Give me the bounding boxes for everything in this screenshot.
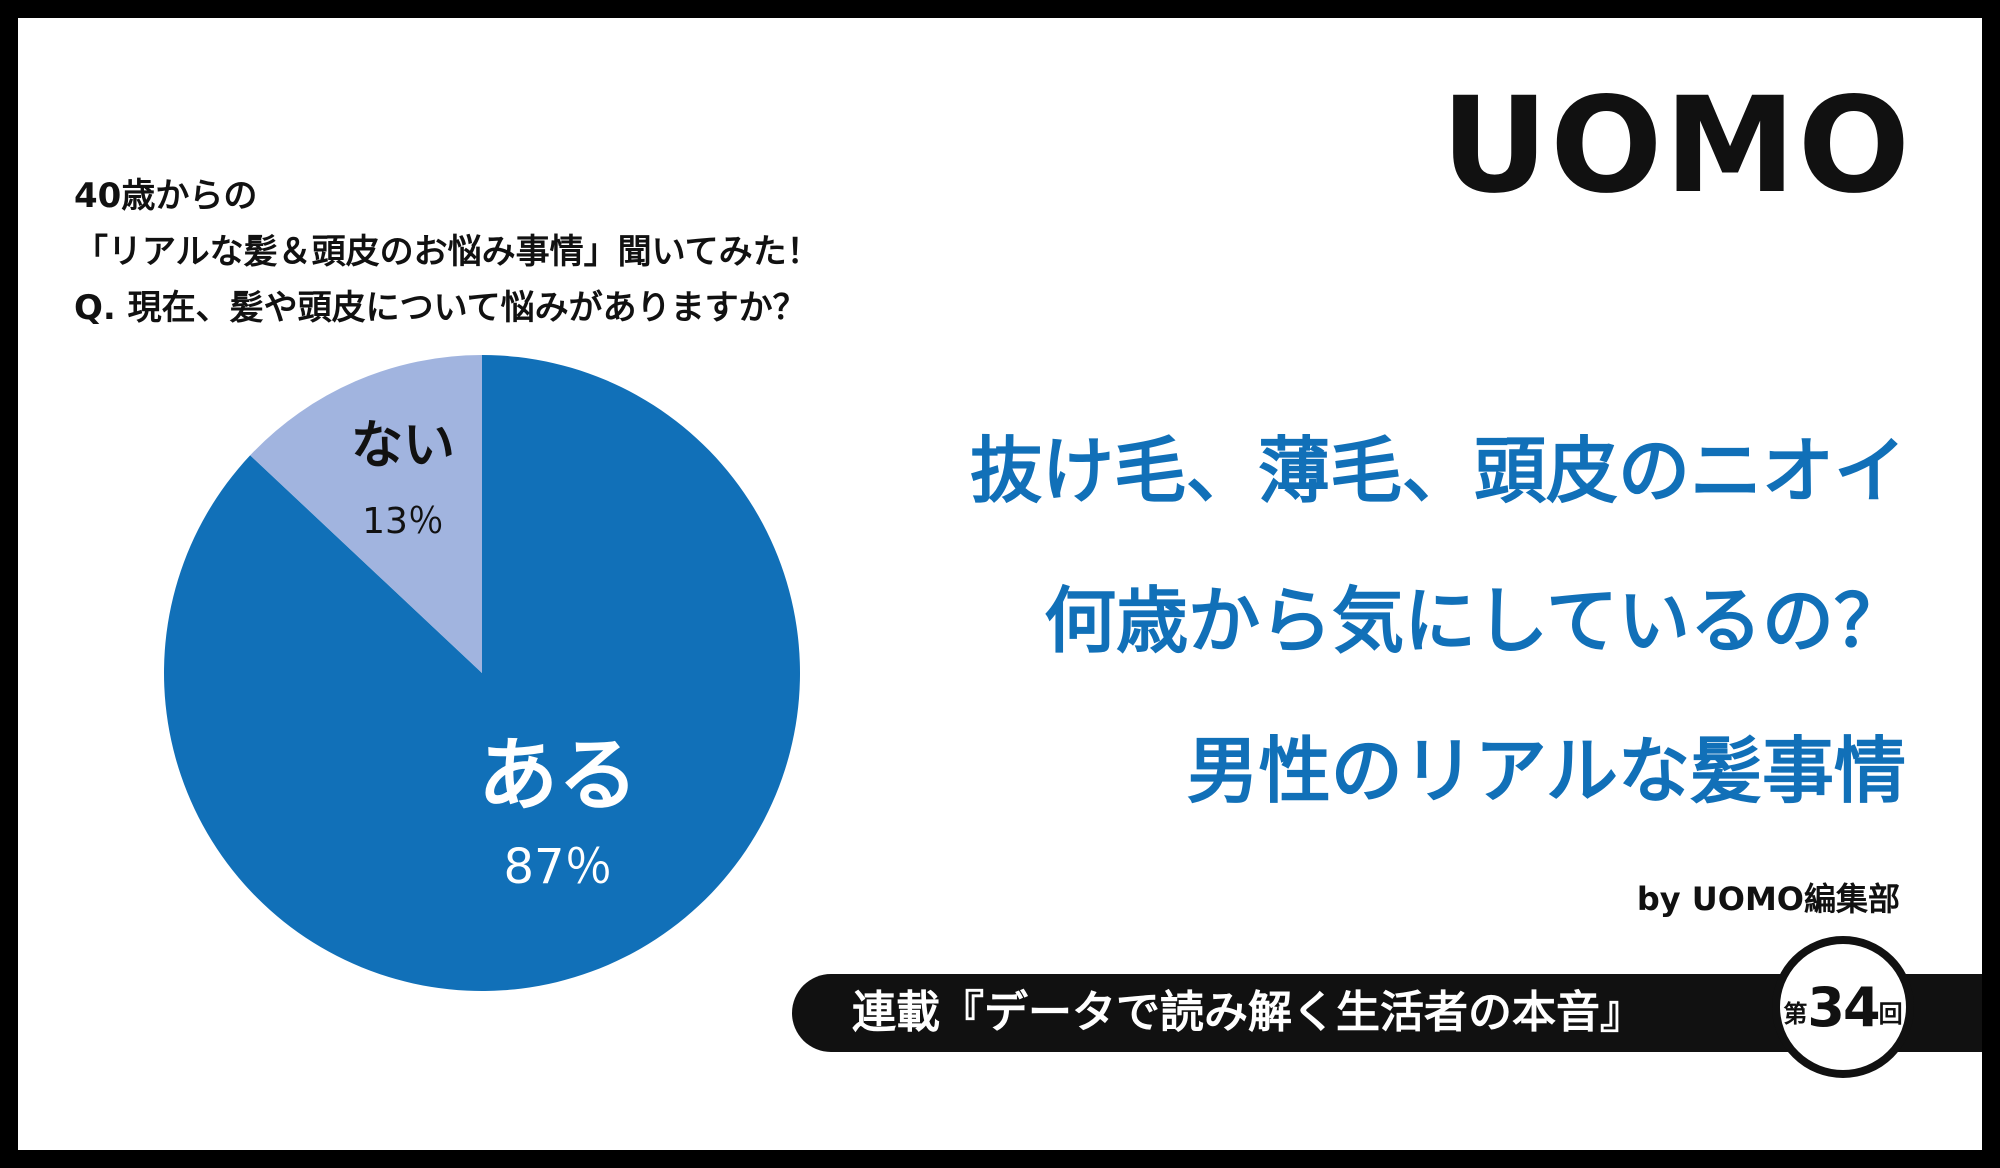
pie-chart: ない 13％ ある 87％ [163, 355, 800, 992]
question-line-3: Q. 現在、髪や頭皮について悩みがありますか？ [74, 288, 807, 328]
pie-label-yes: ある [478, 729, 638, 822]
question-line-2: 「リアルな髪＆頭皮のお悩み事情」聞いてみた！ [74, 232, 821, 272]
headline-line-2: 何歳から気にしているの？ [1044, 579, 1906, 663]
headline: 抜け毛、薄毛、頭皮のニオイ 何歳から気にしているの？ 男性のリアルな髪事情 [970, 396, 1906, 846]
headline-line-1: 抜け毛、薄毛、頭皮のニオイ [969, 429, 1906, 513]
issue-suffix: 回 [1878, 999, 1903, 1028]
issue-badge: 第 34 回 [1772, 936, 1914, 1078]
survey-question: 40歳からの 「リアルな髪＆頭皮のお悩み事情」聞いてみた！ Q. 現在、髪や頭皮… [74, 168, 821, 336]
issue-number: 34 [1807, 975, 1880, 1039]
pie-label-no: ない [351, 416, 455, 476]
series-title: 連載『データで読み解く生活者の本音』 [852, 987, 1644, 1038]
pie-slice-no [250, 355, 482, 673]
uomo-logo: UOMO [1441, 69, 1912, 223]
pie-value-no: 13％ [362, 501, 444, 542]
question-line-1: 40歳からの [74, 176, 258, 216]
infographic-canvas: 40歳からの 「リアルな髪＆頭皮のお悩み事情」聞いてみた！ Q. 現在、髪や頭皮… [18, 18, 1982, 1150]
pie-value-yes: 87％ [503, 839, 612, 895]
pie-slice-yes [163, 355, 800, 992]
byline: by UOMO編集部 [1636, 880, 1900, 918]
headline-line-3: 男性のリアルな髪事情 [1186, 729, 1906, 813]
issue-prefix: 第 [1783, 999, 1808, 1028]
